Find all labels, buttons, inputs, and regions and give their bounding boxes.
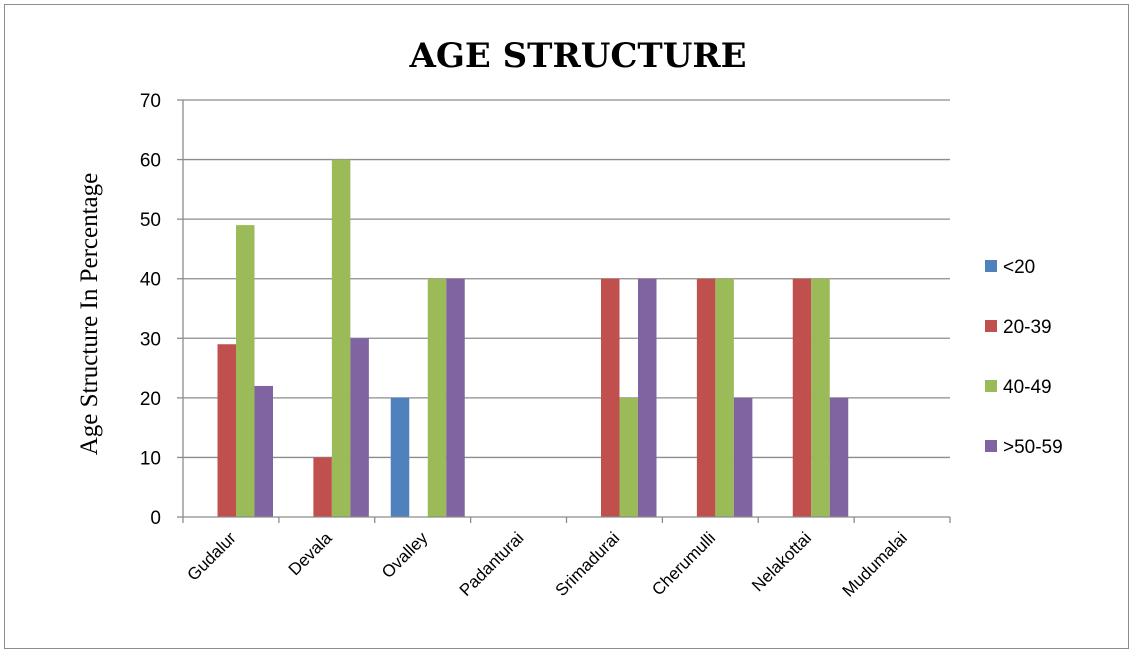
bar [313, 457, 332, 517]
legend-swatch [985, 320, 997, 332]
axes [177, 99, 951, 523]
x-category-label: Devala [285, 528, 336, 579]
y-tick-label: 40 [140, 270, 161, 291]
y-tick-label: 60 [140, 151, 161, 172]
bar [390, 397, 410, 517]
legend-entry-label: 20-39 [1003, 317, 1052, 338]
bar [446, 278, 465, 517]
legend-entry-label: 40-49 [1003, 377, 1052, 398]
x-category-label: Gudalur [184, 528, 240, 584]
y-tick-labels: 0 10 20 30 40 50 60 70 [140, 91, 161, 529]
bar [696, 278, 716, 517]
legend-swatch [985, 380, 997, 392]
bar [811, 278, 830, 517]
legend-swatch [985, 440, 997, 452]
bar [829, 397, 849, 517]
legend: <20 20-39 40-49 >50-59 [985, 257, 1063, 458]
y-tick-label: 10 [140, 448, 161, 469]
bar [792, 278, 812, 517]
y-tick-label: 30 [140, 329, 161, 350]
bar [638, 278, 657, 517]
x-category-label: Srimadurai [552, 528, 624, 600]
bar [254, 385, 273, 517]
y-tick-label: 50 [140, 210, 161, 231]
x-category-label: Padanturai [456, 528, 528, 600]
x-category-label: Cherumulli [648, 528, 719, 599]
y-tick-label: 70 [140, 91, 161, 112]
bars [217, 159, 849, 518]
x-category-label: Nelakottai [748, 528, 815, 595]
legend-entry-label: >50-59 [1003, 437, 1063, 458]
x-category-label: Mudumalai [839, 528, 911, 600]
bar [715, 278, 734, 517]
bar [217, 344, 236, 517]
bar [236, 225, 255, 517]
bar [601, 278, 620, 517]
bar [733, 397, 753, 517]
chart-frame [4, 4, 1129, 649]
bar [619, 397, 638, 517]
legend-entry-label: <20 [1003, 257, 1035, 278]
legend-swatch [985, 260, 997, 272]
y-tick-label: 0 [150, 508, 161, 529]
bar [350, 338, 369, 517]
y-tick-label: 20 [140, 389, 161, 410]
bar [427, 278, 447, 517]
x-category-label: Ovalley [378, 528, 432, 582]
chart-title: AGE STRUCTURE [408, 36, 746, 76]
bar [331, 159, 351, 518]
y-axis-label: Age Structure In Percentage [76, 173, 103, 456]
x-category-labels: Gudalur Devala Ovalley Padanturai Srimadurai… [184, 528, 911, 601]
